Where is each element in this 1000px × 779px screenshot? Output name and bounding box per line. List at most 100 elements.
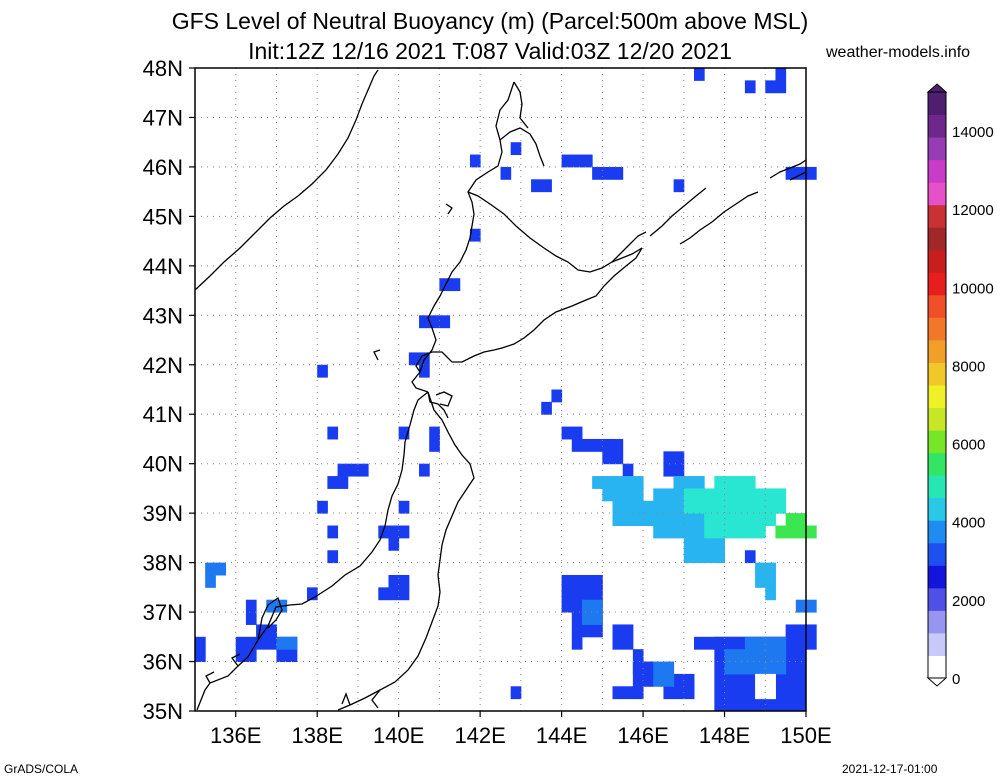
lat-tick-label: 40N (143, 452, 183, 477)
lnb-cell (469, 154, 481, 168)
lon-tick-label: 136E (210, 723, 261, 748)
colorbar-segment (928, 204, 946, 228)
lnb-cell (419, 364, 430, 378)
colorbar-segment (928, 294, 946, 318)
colorbar-segment (928, 317, 946, 341)
lat-tick-label: 47N (143, 105, 183, 130)
lnb-cell (673, 476, 705, 489)
lnb-cell (398, 500, 410, 514)
lnb-cell (245, 599, 257, 625)
lon-tick-label: 148E (699, 723, 750, 748)
lnb-cell (714, 476, 756, 489)
lnb-cell (602, 476, 644, 502)
coastline (194, 69, 807, 711)
latitude-axis: 48N 47N 46N 45N 44N 43N 42N 41N 40N 39N 38N 37N 36N 3… (143, 56, 195, 724)
colorbar-label: 12000 (952, 202, 994, 219)
lnb-cell (327, 525, 339, 539)
lnb-cell (469, 228, 481, 242)
lnb-cell (744, 80, 756, 94)
lnb-cell (500, 166, 512, 180)
lnb-cell (510, 142, 522, 156)
lon-tick-label: 138E (292, 723, 343, 748)
lnb-cell (317, 500, 328, 514)
colorbar-label: 10000 (952, 280, 994, 297)
colorbar-label: 6000 (952, 437, 985, 454)
lnb-cell (663, 451, 685, 477)
colorbar-label: 4000 (952, 515, 985, 532)
colorbar-segment (928, 385, 946, 409)
colorbar-bottom-arrow (926, 677, 948, 687)
lnb-cell (327, 476, 349, 489)
lnb-cell (775, 525, 817, 539)
lnb-cell (337, 463, 369, 477)
site-credit[interactable]: weather-models.info (826, 44, 971, 61)
lnb-cell (307, 587, 318, 601)
colorbar-segment (928, 92, 946, 116)
lnb-cell (195, 636, 206, 663)
lnb-cell (551, 389, 563, 403)
lat-tick-label: 44N (143, 254, 183, 279)
colorbar-segment (928, 565, 946, 589)
lnb-cell (693, 68, 705, 81)
lnb-cell (612, 624, 634, 650)
lnb-cell (276, 636, 298, 650)
lnb-cell (531, 179, 552, 193)
lnb-cell (398, 426, 410, 440)
lat-tick-label: 45N (143, 204, 183, 229)
colorbar-label: 14000 (952, 124, 994, 141)
lnb-cell (541, 401, 552, 415)
lat-tick-label: 46N (143, 155, 183, 180)
lnb-cell (693, 636, 726, 650)
lat-tick-label: 36N (143, 650, 183, 675)
lon-tick-label: 150E (780, 723, 831, 748)
lon-tick-label: 144E (536, 723, 587, 748)
lnb-cell (602, 438, 624, 465)
colorbar-segment (928, 114, 946, 138)
lnb-cell (561, 426, 583, 440)
lnb-cell (673, 179, 685, 193)
colorbar-label: 8000 (952, 358, 985, 375)
lnb-cell (205, 574, 216, 588)
lnb-cell (561, 154, 593, 168)
lnb-cell (755, 562, 776, 588)
lnb-cell (510, 686, 522, 700)
lnb-cell (388, 537, 400, 551)
lat-tick-label: 43N (143, 303, 183, 328)
lon-tick-label: 146E (617, 723, 668, 748)
lnb-cell (327, 550, 339, 564)
colorbar: 14000 12000 10000 8000 6000 4000 2000 0 (926, 83, 994, 688)
colorbar-segment (928, 339, 946, 363)
lnb-cell (256, 624, 277, 650)
colorbar-label: 2000 (952, 593, 985, 610)
colorbar-segment (928, 587, 946, 611)
lnb-cell (744, 636, 787, 650)
colorbar-segment (928, 249, 946, 273)
lnb-cell (765, 587, 776, 601)
software-credit: GrADS/COLA (4, 762, 79, 776)
lnb-cell (592, 166, 624, 180)
lnb-cell (592, 476, 603, 489)
lnb-cell (724, 649, 787, 675)
longitude-axis: 136E 138E 140E 142E 144E 146E 148E 150E (210, 711, 832, 748)
colorbar-segment (928, 227, 946, 251)
colorbar-top-arrow (926, 83, 948, 93)
lnb-cell (785, 166, 817, 180)
lat-tick-label: 37N (143, 600, 183, 625)
lnb-cell (571, 636, 583, 650)
map-subtitle: Init:12Z 12/16 2021 T:087 Valid:03Z 12/2… (248, 38, 732, 64)
lnb-cell (429, 426, 440, 452)
lat-tick-label: 35N (143, 699, 183, 724)
map-grid (195, 68, 807, 711)
map-title: GFS Level of Neutral Buoyancy (m) (Parce… (171, 8, 809, 34)
lon-tick-label: 140E (373, 723, 424, 748)
colorbar-segment (928, 407, 946, 431)
colorbar-segment (928, 632, 946, 656)
generated-timestamp: 2021-12-17-01:00 (842, 762, 938, 776)
lnb-cell (378, 525, 410, 539)
lat-tick-label: 39N (143, 501, 183, 526)
colorbar-segment (928, 159, 946, 183)
lnb-cell (612, 686, 644, 700)
lnb-cell (683, 488, 787, 514)
colorbar-segment (928, 497, 946, 521)
